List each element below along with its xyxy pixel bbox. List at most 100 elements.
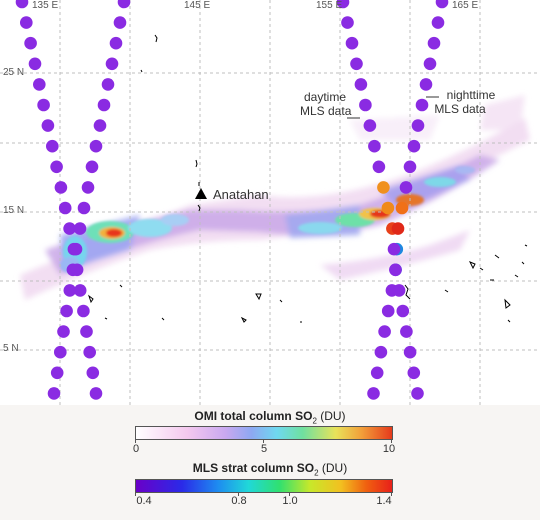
mls-data-point xyxy=(77,304,90,318)
mls-data-point xyxy=(50,366,64,380)
omi-tick-10: 10 xyxy=(382,443,396,455)
lat-label-25n: 25 N xyxy=(3,67,25,78)
island-coastlines xyxy=(88,34,528,323)
mls-data-point xyxy=(403,345,417,359)
mls-data-point xyxy=(396,304,410,318)
mls-data-point xyxy=(341,16,354,29)
mls-data-point xyxy=(389,263,402,277)
mls-data-point xyxy=(411,119,425,132)
mls-data-point xyxy=(54,345,67,359)
mls-data-point xyxy=(395,201,409,215)
lat-label-5n: 5 N xyxy=(3,343,19,354)
mls-data-point xyxy=(47,387,61,400)
mls-title-sub: 2 xyxy=(314,468,319,478)
anatahan-label: Anatahan xyxy=(213,187,269,202)
mls-tick-0-8: 0.8 xyxy=(231,495,247,507)
legend-panel: OMI total column SO 2 (DU) 0 5 10 MLS str… xyxy=(0,405,540,520)
mls-data-point xyxy=(83,345,96,359)
nighttime-label-line2: MLS data xyxy=(434,102,486,116)
mls-data-point xyxy=(407,139,421,153)
mls-data-point xyxy=(374,345,388,359)
mls-data-point xyxy=(54,181,68,194)
map-canvas xyxy=(0,0,540,405)
mls-data-point xyxy=(113,16,127,29)
mls-tick-1-0: 1.0 xyxy=(282,495,298,507)
mls-data-point xyxy=(24,36,37,50)
mls-data-point xyxy=(57,325,70,338)
mls-data-point xyxy=(33,78,46,91)
mls-data-point xyxy=(350,57,363,71)
mls-data-point xyxy=(81,181,95,194)
mls-tick-1-4: 1.4 xyxy=(376,495,392,507)
lat-lon-grid xyxy=(0,0,540,405)
mls-data-point xyxy=(70,263,84,277)
mls-data-points xyxy=(15,0,449,400)
mls-data-point xyxy=(427,36,441,50)
mls-data-point xyxy=(370,366,384,380)
mls-data-point xyxy=(387,242,401,256)
mls-data-point xyxy=(415,98,429,112)
mls-data-point xyxy=(37,98,50,112)
omi-title-unit: (DU) xyxy=(316,409,346,423)
mls-data-point xyxy=(89,387,103,400)
mls-data-point xyxy=(407,366,421,380)
daytime-label-line1: daytime xyxy=(303,90,346,104)
mls-title-unit: (DU) xyxy=(318,461,348,475)
mls-data-point xyxy=(403,160,417,174)
omi-tick-5: 5 xyxy=(260,443,268,455)
mls-data-point xyxy=(381,201,395,215)
mls-data-point xyxy=(117,0,131,9)
omi-so2-plume xyxy=(20,95,530,300)
mls-data-point xyxy=(93,119,107,132)
daytime-label: daytime MLS data xyxy=(300,90,352,118)
mls-data-point xyxy=(411,387,424,400)
omi-title-main: OMI total column SO xyxy=(194,409,313,423)
mls-data-point xyxy=(431,16,445,29)
omi-colorbar xyxy=(135,426,393,440)
mls-data-point xyxy=(391,222,405,235)
mls-data-point xyxy=(101,78,115,91)
mls-data-point xyxy=(377,181,390,194)
volcano-marker-icon xyxy=(195,188,207,199)
mls-data-point xyxy=(345,36,359,50)
mls-data-point xyxy=(419,78,433,91)
lon-label-135e: 135 E xyxy=(32,0,59,11)
nighttime-label: nighttime MLS data xyxy=(417,88,503,116)
mls-data-point xyxy=(367,387,380,400)
mls-data-point xyxy=(372,160,386,174)
mls-data-point xyxy=(359,98,372,112)
mls-data-point xyxy=(63,284,77,297)
mls-data-point xyxy=(105,57,119,71)
mls-data-point xyxy=(85,160,99,174)
mls-data-point xyxy=(368,139,381,153)
mls-colorbar xyxy=(135,479,393,493)
mls-data-point xyxy=(41,119,55,132)
mls-data-point xyxy=(381,304,395,318)
mls-tick-0-4: 0.4 xyxy=(136,495,152,507)
mls-data-point xyxy=(97,98,111,112)
mls-data-point xyxy=(63,222,76,235)
mls-data-point xyxy=(109,36,123,50)
mls-data-point xyxy=(435,0,449,9)
mls-data-point xyxy=(336,0,350,9)
mls-colorbar-title: MLS strat column SO2 (DU) xyxy=(0,461,540,477)
omi-tick-0: 0 xyxy=(132,443,140,455)
lat-label-15n: 15 N xyxy=(3,205,25,216)
mls-data-point xyxy=(15,0,29,9)
mls-data-point xyxy=(363,119,377,132)
mls-data-point xyxy=(80,325,93,338)
mls-data-point xyxy=(60,304,73,318)
nighttime-label-line1: nighttime xyxy=(446,88,496,102)
lon-label-145e: 145 E xyxy=(184,0,211,11)
mls-data-point xyxy=(89,139,103,153)
mls-data-point xyxy=(399,181,413,194)
mls-data-point xyxy=(73,284,87,297)
mls-data-point xyxy=(86,366,100,380)
lon-label-165e: 165 E xyxy=(452,0,479,11)
mls-data-point xyxy=(354,78,368,91)
mls-data-point xyxy=(58,201,72,215)
daytime-label-line2: MLS data xyxy=(300,104,352,118)
mls-data-point xyxy=(46,139,59,153)
mls-data-point xyxy=(423,57,437,71)
mls-data-point xyxy=(28,57,42,71)
